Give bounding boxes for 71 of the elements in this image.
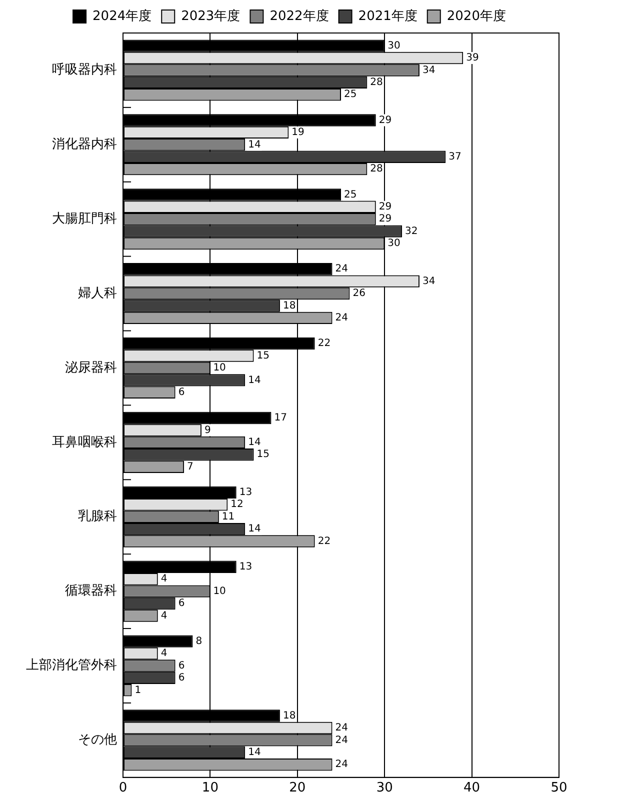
data-label: 14 [248,746,261,758]
data-label: 6 [178,672,185,684]
y-tick-label: 大腸肛門科 [52,211,117,226]
data-label: 11 [222,511,235,522]
data-label: 32 [405,226,418,237]
x-tick-label: 30 [376,780,393,796]
data-label: 10 [213,586,226,597]
data-label: 12 [230,499,244,510]
x-tick-label: 0 [118,780,128,796]
data-label: 24 [335,734,348,746]
legend-label: 2023年度 [181,8,240,24]
data-label: 29 [378,114,392,126]
data-label: 8 [196,636,202,647]
data-label: 26 [352,288,366,300]
data-label: 13 [239,561,252,572]
legend-label: 2024年度 [92,8,152,24]
data-label: 19 [292,127,304,138]
x-tick-label: 10 [202,780,218,796]
y-tick-label: 循環器科 [65,584,117,599]
data-label: 1 [134,684,142,696]
data-label: 24 [335,759,348,770]
data-label: 4 [160,610,168,622]
data-label: 34 [422,64,436,76]
data-label: 30 [388,238,400,250]
data-label: 24 [335,312,348,324]
data-label: 6 [178,386,185,398]
data-label: 15 [256,449,270,460]
legend-label: 2022年度 [270,8,329,24]
x-tick-label: 20 [289,780,306,796]
data-label: 4 [160,574,168,585]
data-label: 6 [178,660,185,672]
data-label: 29 [378,214,392,225]
data-label: 17 [274,412,287,424]
data-label: 37 [448,151,462,162]
data-label: 24 [335,722,348,734]
data-label: 39 [466,52,479,64]
data-label: 9 [204,424,211,436]
data-label: 22 [318,338,331,350]
data-label: 22 [318,536,331,547]
data-label: 6 [178,598,185,610]
data-label: 18 [282,710,296,722]
data-label: 28 [370,77,383,88]
data-label: 25 [344,189,357,200]
data-label: 14 [248,524,261,535]
data-label: 24 [335,264,348,275]
data-label: 10 [213,362,226,374]
y-tick-label: その他 [78,732,117,748]
data-label: 15 [256,350,270,362]
data-label: 13 [239,487,252,498]
data-label: 7 [187,461,194,472]
data-label: 29 [378,201,392,212]
y-tick-label: 乳腺科 [78,509,117,524]
data-label: 14 [248,374,261,386]
data-label: 14 [248,139,261,150]
data-label: 34 [422,276,436,287]
data-label: 4 [160,648,168,660]
y-tick-label: 婦人科 [78,286,117,301]
x-tick-label: 50 [550,780,568,796]
y-tick-label: 消化器内科 [52,137,117,152]
y-tick-label: 泌尿器科 [65,360,117,376]
legend-label: 2020年度 [446,8,506,24]
y-tick-label: 上部消化管外科 [26,658,117,674]
x-tick-label: 40 [464,780,480,796]
data-label: 30 [388,40,400,52]
legend-label: 2021年度 [358,8,418,24]
data-label: 14 [248,437,261,448]
y-tick-label: 呼吸器内科 [52,62,117,78]
y-tick-label: 耳鼻咽喉科 [52,434,117,450]
data-label: 25 [344,89,357,100]
data-label: 18 [282,300,296,312]
data-label: 28 [370,164,383,175]
